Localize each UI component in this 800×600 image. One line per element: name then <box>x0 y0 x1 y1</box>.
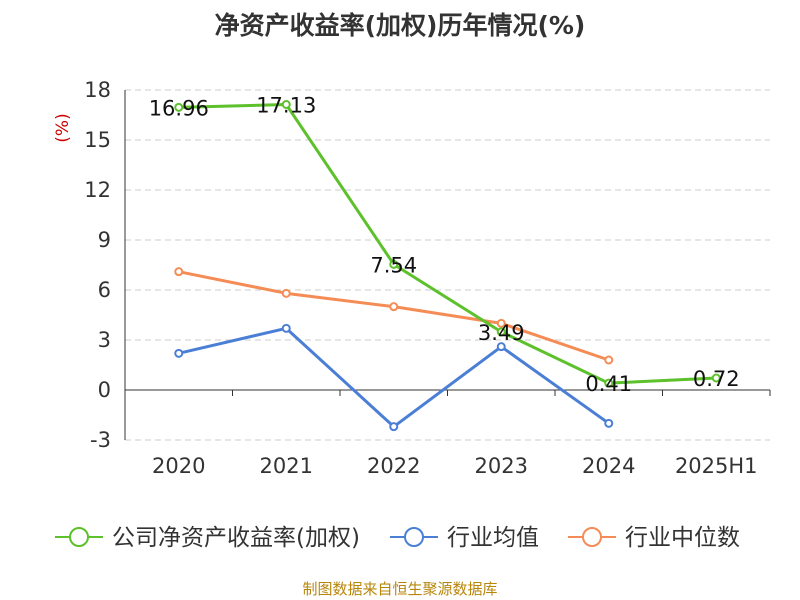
data-point <box>389 422 399 432</box>
series-line <box>178 326 610 429</box>
series-line <box>178 103 717 385</box>
legend-marker <box>69 527 89 547</box>
y-tick-label: 6 <box>98 278 111 302</box>
data-point <box>281 288 291 298</box>
x-tick-label: 2024 <box>582 454 635 478</box>
x-tick-label: 2020 <box>152 454 205 478</box>
legend-label: 行业中位数 <box>625 525 740 551</box>
data-label: 7.54 <box>370 253 417 277</box>
data-point <box>496 318 506 328</box>
x-tick-label: 2023 <box>475 454 528 478</box>
chart-title: 净资产收益率(加权)历年情况(%) <box>214 11 586 40</box>
y-tick-label: 3 <box>98 328 111 352</box>
legend-marker <box>582 527 602 547</box>
data-point <box>604 378 614 388</box>
legend: 公司净资产收益率(加权) 行业均值 行业中位数 <box>55 525 740 551</box>
data-point <box>496 342 506 352</box>
data-label: 16.96 <box>149 96 209 120</box>
x-tick-label: 2021 <box>260 454 313 478</box>
legend-label: 公司净资产收益率(加权) <box>112 525 360 551</box>
y-tick-label: 18 <box>84 78 111 102</box>
data-point <box>389 302 399 312</box>
source-note: 制图数据来自恒生聚源数据库 <box>302 580 498 598</box>
data-labels: 16.96 17.13 7.54 3.49 0.41 0.72 <box>149 94 740 397</box>
series <box>174 100 721 432</box>
data-label: 0.41 <box>585 372 632 396</box>
y-axis-label: (%) <box>53 113 73 142</box>
data-label: 3.49 <box>478 321 525 345</box>
series-line <box>178 270 610 362</box>
data-point <box>496 327 506 337</box>
y-tick-label: 12 <box>84 178 111 202</box>
grid <box>125 89 770 441</box>
data-label: 17.13 <box>256 94 316 118</box>
y-tick-label: 9 <box>98 228 111 252</box>
y-tick-label: -3 <box>90 428 111 452</box>
data-label: 0.72 <box>693 367 740 391</box>
x-tick-label: 2025H1 <box>675 454 758 478</box>
data-point <box>711 373 721 383</box>
data-point <box>174 267 184 277</box>
data-point <box>174 102 184 112</box>
data-point <box>604 418 614 428</box>
data-point <box>281 323 291 333</box>
data-point <box>281 100 291 109</box>
data-point <box>174 348 184 358</box>
legend-label: 行业均值 <box>447 525 539 551</box>
x-tick-label: 2022 <box>367 454 420 478</box>
legend-marker <box>404 527 424 547</box>
data-point <box>604 355 614 365</box>
y-tick-label: 0 <box>98 378 111 402</box>
y-tick-label: 15 <box>84 128 111 152</box>
data-point <box>389 259 399 269</box>
axes: -3 0 3 6 9 12 15 18 2020 2021 2022 2023 2024 2025H1 <box>84 78 771 478</box>
